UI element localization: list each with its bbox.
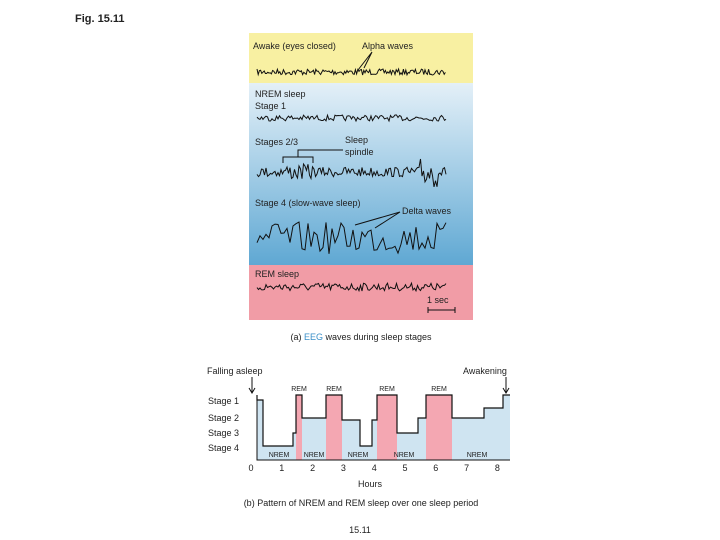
eeg-trace	[256, 281, 447, 293]
x-label: Hours	[358, 479, 383, 489]
rem-label: REM sleep	[255, 269, 299, 279]
hour-tick: 0	[248, 463, 253, 473]
rem-label: REM	[379, 386, 395, 393]
figure-label: Fig. 15.11	[75, 13, 125, 25]
eeg-trace	[256, 113, 447, 123]
rem-label: REM	[291, 386, 307, 393]
arrows	[248, 377, 510, 394]
hour-tick: 4	[372, 463, 377, 473]
stage4-label: Stage 4 (slow-wave sleep)	[255, 198, 361, 208]
delta-label: Delta waves	[402, 206, 452, 216]
hour-tick: 7	[464, 463, 469, 473]
stage1-label: Stage 1	[255, 101, 286, 111]
awake-label: Awake (eyes closed)	[253, 41, 336, 51]
scale-bar	[427, 307, 456, 313]
nrem-label: NREM	[269, 452, 290, 459]
alpha-label: Alpha waves	[362, 41, 414, 51]
eeg-trace	[256, 158, 447, 188]
stage-label: Stage 1	[208, 396, 239, 406]
pointer	[357, 51, 373, 71]
rem-label: REM	[326, 386, 342, 393]
axes	[256, 395, 510, 461]
pointer	[354, 211, 401, 229]
bracket	[282, 149, 343, 163]
hour-tick: 5	[402, 463, 407, 473]
rem-band	[249, 265, 473, 320]
nrem-label: NREM	[467, 452, 488, 459]
hour-tick: 6	[433, 463, 438, 473]
hour-tick: 2	[310, 463, 315, 473]
stage-label: Stage 4	[208, 443, 239, 453]
stage23-label: Stages 2/3	[255, 137, 298, 147]
hour-tick: 8	[495, 463, 500, 473]
awake-band	[249, 33, 473, 83]
nrem-label: NREM	[304, 452, 325, 459]
page-number: 15.11	[349, 525, 371, 535]
nrem-label: NREM sleep	[255, 89, 306, 99]
rem-label: REM	[431, 386, 447, 393]
eeg-trace	[256, 67, 446, 77]
caption-b: (b) Pattern of NREM and REM sleep over o…	[244, 498, 479, 508]
nrem-label: NREM	[394, 452, 415, 459]
nrem-label: NREM	[348, 452, 369, 459]
end-label: Awakening	[463, 366, 507, 376]
hour-tick: 3	[341, 463, 346, 473]
spindle-label: Sleep	[345, 135, 368, 145]
hour-tick: 1	[279, 463, 284, 473]
caption-a: (a) EEG waves during sleep stages	[290, 332, 432, 342]
spindle-label: spindle	[345, 147, 374, 157]
eeg-trace	[256, 221, 447, 255]
start-label: Falling asleep	[207, 366, 263, 376]
rem-blocks	[296, 395, 452, 460]
scale-label: 1 sec	[427, 295, 449, 305]
stage-label: Stage 3	[208, 428, 239, 438]
hypnogram	[256, 394, 510, 447]
stage-label: Stage 2	[208, 413, 239, 423]
